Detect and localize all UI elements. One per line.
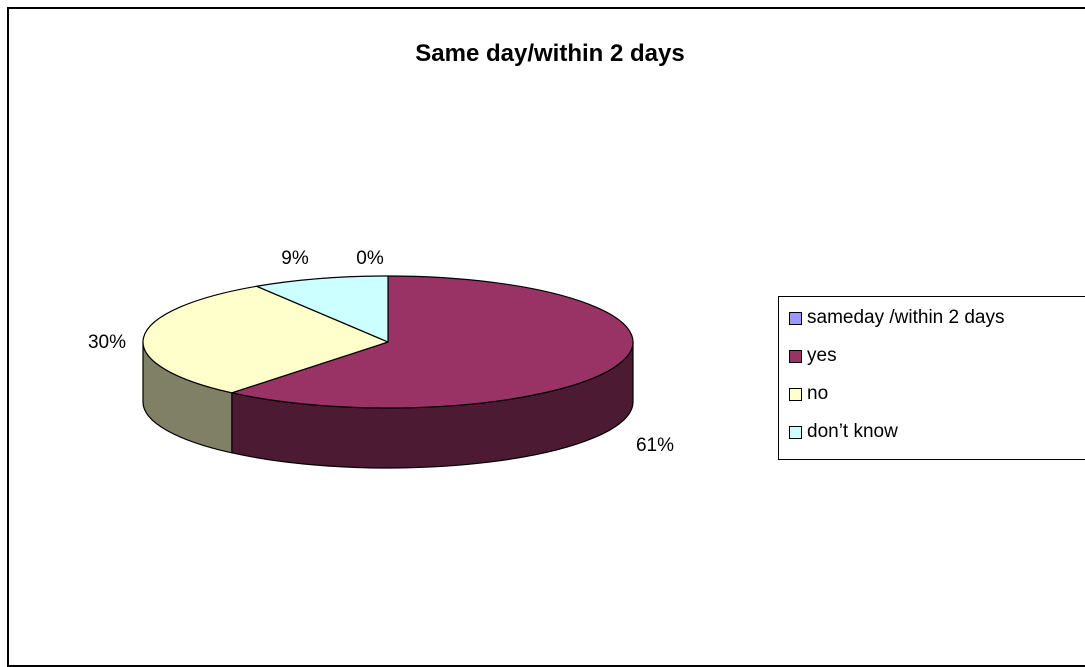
legend-label-dont-know: don’t know xyxy=(807,421,898,442)
legend-label-no: no xyxy=(807,383,829,404)
legend-label-yes: yes xyxy=(807,345,837,366)
legend-item-no: no xyxy=(789,383,828,405)
data-label-dont-know: 9% xyxy=(281,248,309,269)
pie-slice-no xyxy=(142,285,389,394)
legend-item-dont-know: don’t know xyxy=(789,421,898,443)
legend-swatch-dont-know xyxy=(789,425,802,439)
legend-item-sameday: sameday /within 2 days xyxy=(789,307,1005,329)
chart-title: Same day/within 2 days xyxy=(415,40,685,67)
legend-swatch-no xyxy=(789,387,802,401)
legend-swatch-sameday xyxy=(789,311,802,325)
legend-item-yes: yes xyxy=(789,345,837,367)
pie-slice-yes xyxy=(231,275,634,409)
legend-swatch-yes xyxy=(789,349,802,363)
legend-label-sameday: sameday /within 2 days xyxy=(807,307,1005,328)
pie-slice-dont-know xyxy=(256,275,389,343)
legend: sameday /within 2 days yes no don’t know xyxy=(778,296,1085,460)
data-label-sameday: 0% xyxy=(356,248,384,269)
data-label-no: 30% xyxy=(88,332,126,353)
data-label-yes: 61% xyxy=(636,435,674,456)
